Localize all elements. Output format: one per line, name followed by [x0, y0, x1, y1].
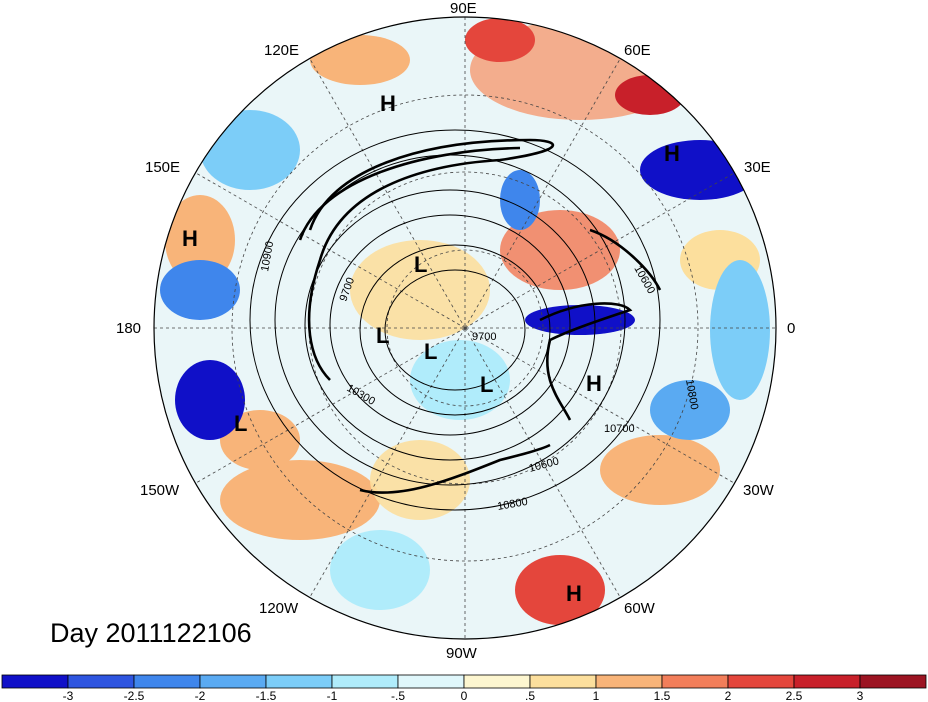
low-center: L — [414, 252, 427, 277]
map-boundary — [153, 16, 777, 640]
high-center: H — [664, 141, 680, 166]
contour-labels: 10900 9700 9700 10300 10700 10600 10800 … — [259, 240, 700, 513]
day-label: Day 2011122106 — [50, 618, 252, 648]
jet-contours — [298, 138, 662, 494]
colorbar-tick-label: 0 — [461, 689, 468, 702]
colorbar-tick-label: -1.5 — [256, 689, 277, 702]
lon-label-90e: 90E — [450, 0, 477, 17]
colorbar-swatch — [331, 674, 399, 689]
colorbar-swatch — [67, 674, 135, 689]
colorbar-swatch — [265, 674, 333, 689]
low-center: L — [234, 411, 247, 436]
colorbar-swatch — [595, 674, 663, 689]
colorbar-swatch — [199, 674, 267, 689]
longitude-labels: 90E 120E 60E 150E 30E 180 0 150W 30W 120… — [116, 0, 795, 662]
colorbar-swatch — [727, 674, 795, 689]
colorbar-tick-label: -3 — [63, 689, 74, 702]
colorbar-tick-label: 1.5 — [654, 689, 671, 702]
colorbar-tick-label: 3 — [857, 689, 864, 702]
colorbar-swatch — [859, 674, 927, 689]
colorbar-swatch — [463, 674, 531, 689]
colorbar-swatch — [661, 674, 729, 689]
lon-label-120w: 120W — [259, 600, 299, 617]
lon-label-0: 0 — [787, 320, 795, 337]
contour-label: 10700 — [604, 423, 635, 435]
high-center: H — [566, 581, 582, 606]
lon-label-60e: 60E — [624, 42, 651, 59]
colorbar-tick-label: 1 — [593, 689, 600, 702]
colorbar-tick-label: -2 — [195, 689, 206, 702]
pressure-centers: H H H H H L L L L L — [182, 91, 680, 606]
colorbar-tick-label: -.5 — [391, 689, 405, 702]
contour-label: 10800 — [496, 496, 528, 513]
lon-label-150e: 150E — [145, 159, 180, 176]
graticule — [154, 17, 776, 639]
contour-label: 10800 — [683, 378, 700, 410]
colorbar-tick-label: .5 — [525, 689, 535, 702]
high-center: H — [380, 91, 396, 116]
colorbar-swatch — [397, 674, 465, 689]
lon-label-30w: 30W — [743, 482, 775, 499]
colorbar-tick-label: 2.5 — [786, 689, 803, 702]
colorbar-swatch — [793, 674, 861, 689]
low-center: L — [480, 372, 493, 397]
lon-label-150w: 150W — [140, 482, 180, 499]
lon-label-30e: 30E — [744, 159, 771, 176]
colorbar-swatch — [133, 674, 201, 689]
lon-label-60w: 60W — [624, 600, 656, 617]
colorbar: -3 -2.5 -2 -1.5 -1 -.5 0 .5 1 1.5 2 2.5 3 — [1, 674, 927, 702]
low-center: L — [376, 323, 389, 348]
lon-label-120e: 120E — [264, 42, 299, 59]
high-center: H — [586, 371, 602, 396]
lon-label-180: 180 — [116, 320, 141, 337]
colorbar-tick-label: -2.5 — [124, 689, 145, 702]
colorbar-tick-label: -1 — [327, 689, 338, 702]
colorbar-swatch — [1, 674, 69, 689]
contour-label: 10900 — [259, 240, 276, 272]
high-center: H — [182, 226, 198, 251]
lon-label-90w: 90W — [446, 645, 478, 662]
colorbar-tick-label: 2 — [725, 689, 732, 702]
low-center: L — [424, 339, 437, 364]
contour-label: 9700 — [472, 331, 496, 343]
colorbar-swatch — [529, 674, 597, 689]
